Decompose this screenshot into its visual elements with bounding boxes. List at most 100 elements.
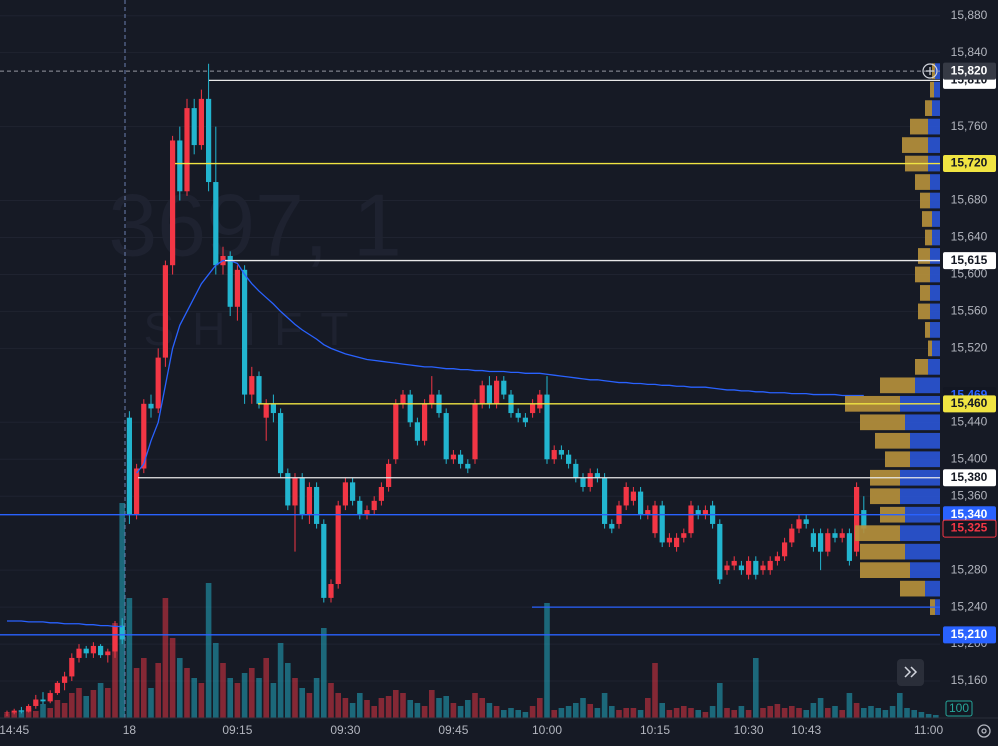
profile-buy	[930, 322, 940, 338]
x-tick-label: 10:00	[532, 723, 562, 737]
profile-sell	[918, 303, 930, 320]
profile-buy	[910, 432, 940, 449]
volume-bar	[709, 706, 716, 718]
candle-body	[105, 651, 111, 656]
volume-bar	[205, 583, 212, 718]
volume-bar	[810, 703, 817, 718]
volume-bar	[220, 663, 226, 718]
profile-sell	[928, 340, 932, 357]
profile-buy	[932, 229, 940, 246]
x-tick-label: 18	[123, 723, 137, 737]
volume-bar	[126, 598, 133, 718]
volume-bar	[616, 710, 622, 718]
candle-body	[76, 648, 82, 658]
profile-sell	[930, 81, 934, 98]
candle-body	[825, 533, 831, 552]
volume-bar	[25, 708, 32, 718]
y-tick-label: 15,600	[951, 267, 988, 281]
candle-body	[810, 533, 816, 548]
volume-bar	[580, 698, 586, 718]
counter-label: 100	[949, 701, 969, 715]
volume-bar	[436, 698, 442, 718]
profile-buy	[934, 81, 940, 98]
volume-layer	[4, 503, 939, 718]
candle-body	[573, 463, 579, 478]
profile-sell	[918, 248, 930, 264]
volume-bar	[645, 698, 651, 718]
candle-body	[818, 533, 824, 552]
level-label-box	[943, 155, 996, 173]
candle-body	[731, 560, 737, 566]
volume-bar	[753, 658, 759, 718]
profile-buy	[930, 285, 940, 301]
level-label: 15,615	[951, 253, 988, 267]
volume-bar	[493, 706, 500, 718]
candle-body	[443, 413, 449, 460]
y-tick-label: 15,840	[951, 45, 988, 59]
profile-sell	[880, 377, 915, 394]
scroll-button[interactable]	[897, 659, 924, 686]
candle-body	[33, 699, 39, 706]
volume-bar	[522, 712, 529, 718]
volume-bar	[839, 710, 845, 718]
profile-buy	[930, 303, 940, 320]
volume-bar	[637, 710, 644, 718]
candle-body	[227, 255, 233, 307]
volume-bar	[760, 708, 766, 718]
level-label-box	[943, 469, 996, 487]
volume-bar	[18, 710, 25, 718]
candle-body	[393, 403, 399, 460]
profile-sell	[875, 432, 910, 449]
profile-sell	[860, 543, 905, 560]
x-tick-label: 09:30	[330, 723, 360, 737]
candle-body	[659, 505, 665, 543]
volume-bar	[83, 696, 89, 718]
y-tick-label: 15,160	[951, 673, 988, 687]
candle-body	[83, 648, 89, 654]
volume-bar	[652, 663, 658, 718]
volume-bar	[573, 703, 579, 718]
profile-buy	[932, 340, 940, 357]
candle-body	[285, 473, 291, 506]
volume-bar	[501, 710, 507, 718]
profile-buy	[930, 174, 940, 190]
volume-bar	[623, 708, 629, 718]
candle-body	[18, 710, 24, 712]
profile-buy	[925, 580, 940, 597]
y-tick-label: 15,520	[951, 341, 988, 355]
level-label-box	[943, 626, 996, 644]
profile-buy	[910, 451, 940, 468]
profile-buy	[900, 488, 940, 505]
candle-body	[112, 625, 118, 652]
volume-bar	[925, 714, 932, 718]
y-tick-label: 15,360	[951, 488, 988, 502]
volume-bar	[702, 712, 709, 718]
volume-bar	[443, 696, 449, 718]
settings-button[interactable]	[977, 724, 991, 738]
volume-bar	[47, 708, 53, 718]
volume-bar	[198, 683, 205, 718]
volume-bar	[479, 698, 485, 718]
candle-body	[429, 394, 435, 404]
candle-body	[98, 645, 104, 656]
candle-body	[738, 565, 744, 571]
level-layer	[0, 70, 940, 636]
volume-bar	[227, 678, 233, 718]
volume-bar	[832, 706, 838, 718]
profile-sell	[915, 174, 930, 190]
candle-body	[278, 413, 284, 474]
volume-bar	[393, 690, 399, 718]
candle-body	[292, 477, 298, 506]
x-tick-label: 09:45	[438, 723, 468, 737]
candle-body	[551, 450, 557, 460]
add-button[interactable]	[922, 63, 938, 79]
candle-body	[184, 108, 190, 192]
volume-bar	[609, 706, 615, 718]
candle-body	[558, 450, 564, 455]
profile-buy	[930, 192, 940, 209]
candle-body	[580, 477, 586, 487]
y-tick-label: 15,880	[951, 8, 988, 22]
y-tick-label: 15,240	[951, 599, 988, 613]
y-tick-label: 15,640	[951, 230, 988, 244]
